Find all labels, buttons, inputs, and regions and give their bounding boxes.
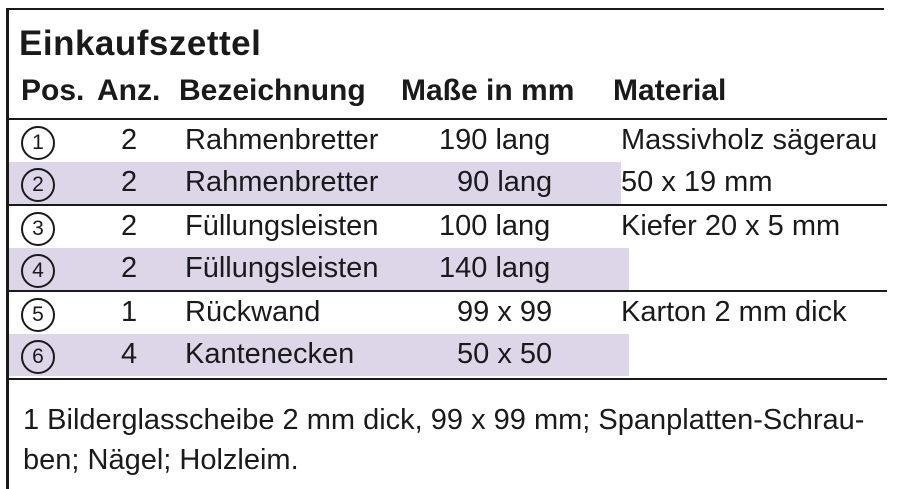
row-material: Karton 2 mm dick xyxy=(621,296,847,328)
table-row: 2 2 Rahmenbretter 90 lang 50 x 19 mm xyxy=(9,162,887,204)
row-divider xyxy=(9,204,887,206)
position-number: 3 xyxy=(21,212,55,246)
position-number: 2 xyxy=(21,168,55,202)
header-pos: Pos. xyxy=(21,74,85,107)
row-quantity: 2 xyxy=(121,166,138,198)
page-title: Einkaufszettel xyxy=(19,24,262,63)
position-number: 4 xyxy=(21,254,55,288)
table-row: 5 1 Rückwand 99 x 99 Karton 2 mm dick xyxy=(9,292,887,334)
row-material: Kiefer 20 x 5 mm xyxy=(621,210,841,242)
table-row: 3 2 Füllungsleisten 100 lang Kiefer 20 x… xyxy=(9,206,887,248)
header-masse: Maße in mm xyxy=(401,74,575,107)
row-highlight xyxy=(9,162,621,204)
row-quantity: 2 xyxy=(121,210,138,242)
note-line: 1 Bilderglasscheibe 2 mm dick, 99 x 99 m… xyxy=(23,404,865,436)
row-material: Massivholz sägerau xyxy=(621,124,878,156)
row-description: Kantenecken xyxy=(185,338,355,370)
position-number: 5 xyxy=(21,298,55,332)
header-bezeichnung: Bezeichnung xyxy=(179,74,366,107)
table-row: 1 2 Rahmenbretter 190 lang Massivholz sä… xyxy=(9,120,887,162)
row-dimensions: 99 x 99 xyxy=(457,296,553,328)
row-description: Füllungsleisten xyxy=(185,252,379,284)
row-dimensions: 90 lang xyxy=(457,166,553,198)
section-divider xyxy=(9,378,887,380)
row-quantity: 2 xyxy=(121,252,138,284)
row-dimensions: 140 lang xyxy=(439,252,551,284)
row-divider xyxy=(9,290,887,292)
position-number: 6 xyxy=(21,340,55,374)
row-divider xyxy=(9,118,887,120)
row-highlight xyxy=(9,248,629,290)
row-dimensions: 50 x 50 xyxy=(457,338,553,370)
header-material: Material xyxy=(613,74,727,107)
row-description: Rückwand xyxy=(185,296,321,328)
position-number: 1 xyxy=(21,126,55,160)
table-row: 6 4 Kantenecken 50 x 50 xyxy=(9,334,887,376)
note-line: ben; Nägel; Holzleim. xyxy=(23,444,299,476)
row-quantity: 4 xyxy=(121,338,138,370)
table-row: 4 2 Füllungsleisten 140 lang xyxy=(9,248,887,290)
row-material: 50 x 19 mm xyxy=(621,166,773,198)
header-anz: Anz. xyxy=(97,74,161,107)
row-description: Rahmenbretter xyxy=(185,124,379,156)
shopping-list-sheet: Einkaufszettel Pos. Anz. Bezeichnung Maß… xyxy=(6,8,887,489)
row-description: Rahmenbretter xyxy=(185,166,379,198)
row-dimensions: 100 lang xyxy=(439,210,551,242)
row-quantity: 1 xyxy=(121,296,138,328)
row-quantity: 2 xyxy=(121,124,138,156)
additional-items-note: 1 Bilderglasscheibe 2 mm dick, 99 x 99 m… xyxy=(23,400,883,480)
row-dimensions: 190 lang xyxy=(439,124,551,156)
row-description: Füllungsleisten xyxy=(185,210,379,242)
table-header: Pos. Anz. Bezeichnung Maße in mm Materia… xyxy=(9,74,887,118)
row-highlight xyxy=(9,334,629,376)
